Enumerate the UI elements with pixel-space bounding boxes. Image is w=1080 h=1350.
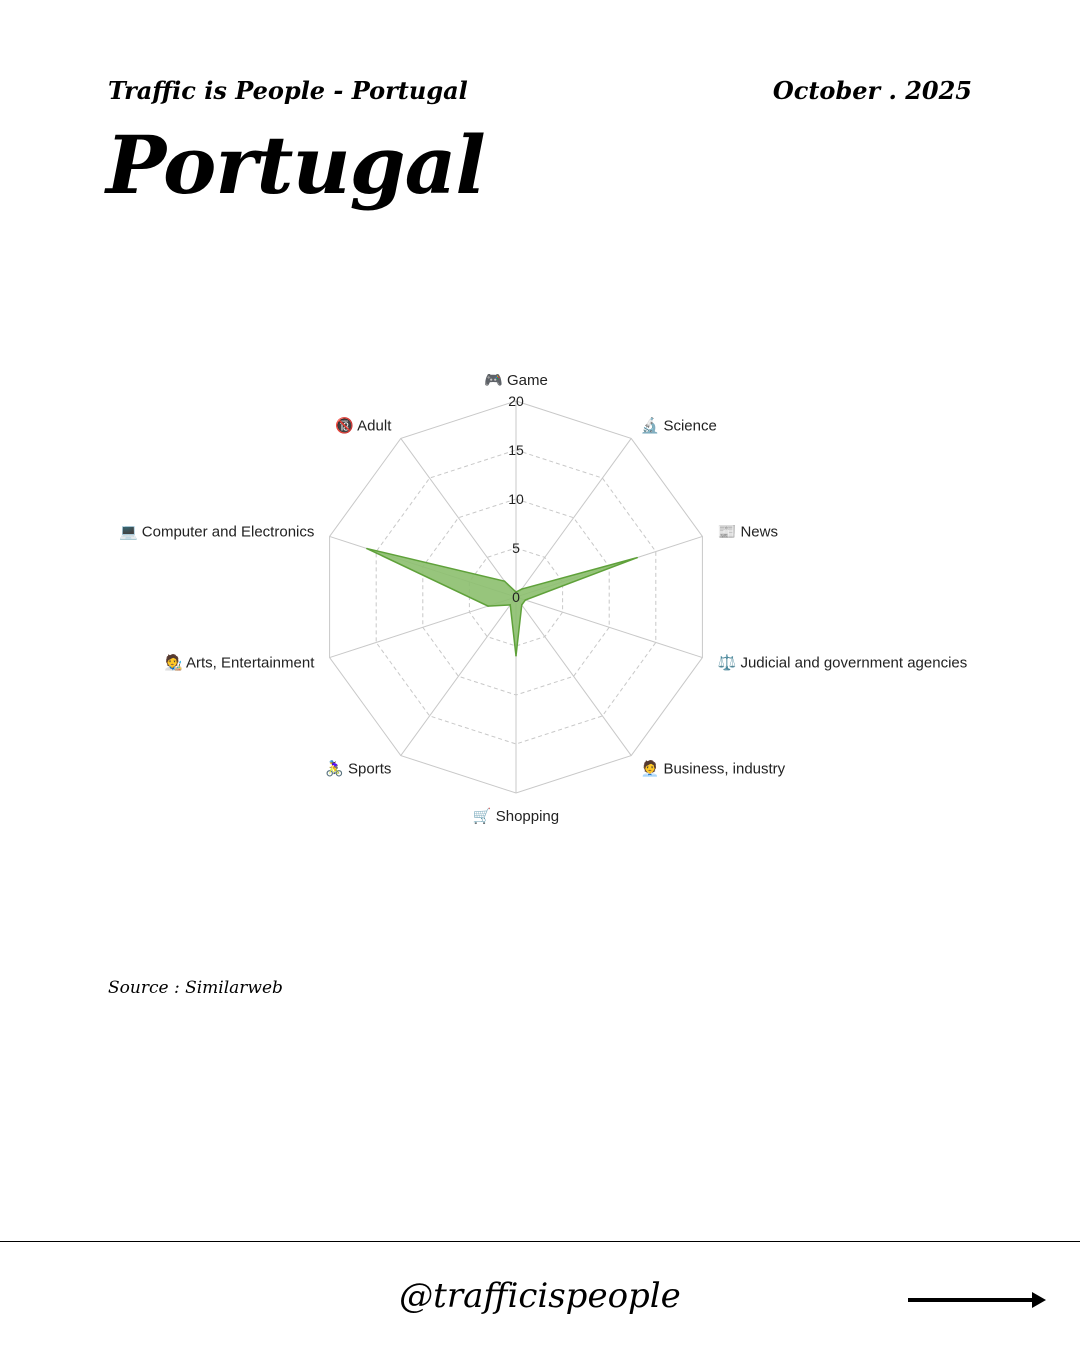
data-point [520,604,523,606]
data-point [366,547,368,550]
tick-label: 15 [508,442,524,458]
axis-label: 🧑‍💼 Business, industry [641,759,786,778]
data-area [366,547,638,656]
tick-label: 5 [512,540,520,556]
page-title: Portugal [106,118,486,212]
data-point [515,591,517,593]
grid-axis [515,596,632,756]
grid-axis [400,438,517,598]
data-point [487,605,489,607]
data-point [524,599,527,601]
grid-axis [329,596,517,659]
data-point [636,556,638,559]
tick-label: 10 [508,491,524,507]
axis-label: 🧑‍🎨 Arts, Entertainment [164,653,315,672]
tick-label: 0 [512,589,520,605]
date: October . 2025 [772,76,972,105]
data-point [509,604,512,606]
grid-axis [515,438,632,598]
grid-ring [375,449,657,745]
axis-label: 🔞 Adult [335,416,392,434]
grid-axis [515,596,703,659]
axis-label: 🎮 Game [484,372,548,389]
arrow-right-icon[interactable] [908,1290,1048,1310]
subtitle: Traffic is People - Portugal [108,76,468,105]
data-point [515,655,517,657]
tick-label: 20 [508,393,524,409]
source-note: Source : Similarweb [108,978,283,998]
grid-axis [400,596,517,756]
data-point [520,588,523,590]
axis-label: 🛒 Shopping [473,807,559,825]
social-handle: @trafficispeople [399,1276,681,1316]
divider [0,1241,1080,1242]
axis-label: ⚖️ Judicial and government agencies [718,654,968,672]
data-point [503,580,506,582]
radar-chart: 0 5 10 15 20 🎮 Game 🔬 Science 📰 News ⚖️ Judicial… [119,372,968,825]
axis-label: 💻 Computer and Electronics [119,523,314,540]
axis-label: 🔬 Science [641,415,717,434]
axis-label: 🚴‍♀️ Sports [325,760,391,778]
axis-label: 📰 News [718,523,778,540]
